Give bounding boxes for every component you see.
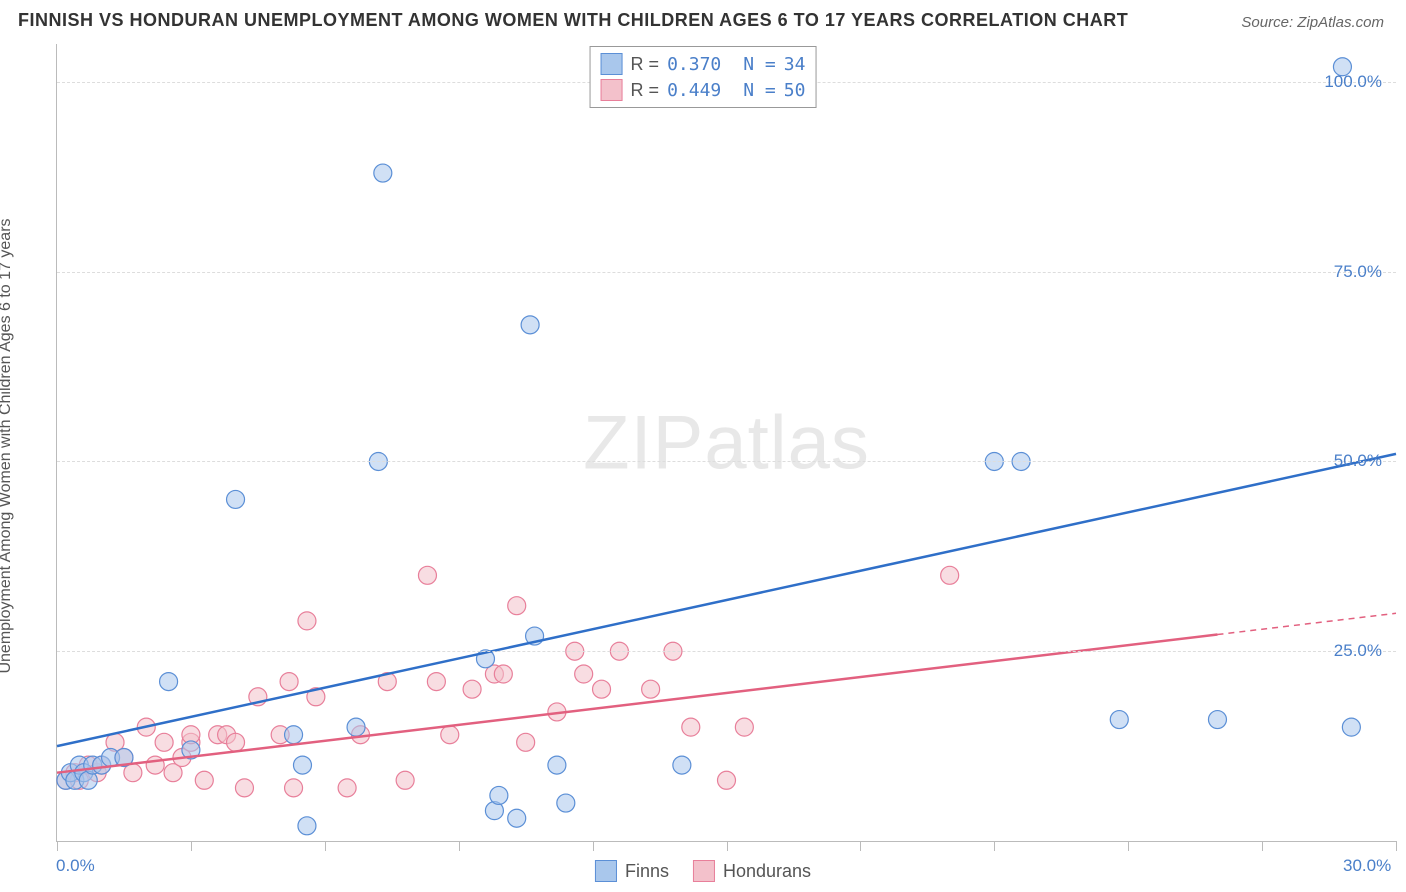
data-point [593,680,611,698]
gridline [57,461,1396,462]
ytick-label: 50.0% [1334,451,1382,471]
n-label: N = [743,80,776,101]
legend-stats-row-finns: R = 0.370 N = 34 [601,51,806,77]
plot-area: ZIPatlas 25.0%50.0%75.0%100.0% [56,44,1396,842]
data-point [427,673,445,691]
ytick-label: 75.0% [1334,262,1382,282]
data-point [195,771,213,789]
r-value-finns: 0.370 [667,54,721,75]
swatch-hondurans-bottom [693,860,715,882]
legend-label-hondurans: Hondurans [723,861,811,882]
data-point [463,680,481,698]
data-point [1208,711,1226,729]
legend-series: Finns Hondurans [595,860,811,882]
data-point [418,566,436,584]
data-point [155,733,173,751]
xtick [459,841,460,851]
swatch-hondurans [601,79,623,101]
trend-line [57,454,1396,746]
chart-svg [57,44,1396,841]
r-value-hondurans: 0.449 [667,80,721,101]
source-label: Source: ZipAtlas.com [1241,14,1384,31]
gridline [57,651,1396,652]
ytick-label: 100.0% [1324,72,1382,92]
data-point [508,597,526,615]
data-point [1110,711,1128,729]
data-point [298,612,316,630]
data-point [490,786,508,804]
legend-label-finns: Finns [625,861,669,882]
data-point [735,718,753,736]
chart-title: FINNISH VS HONDURAN UNEMPLOYMENT AMONG W… [18,10,1128,31]
xlabel-min: 0.0% [56,856,95,876]
xtick [860,841,861,851]
n-value-hondurans: 50 [784,80,806,101]
data-point [227,490,245,508]
data-point [146,756,164,774]
data-point [673,756,691,774]
legend-stats: R = 0.370 N = 34 R = 0.449 N = 50 [590,46,817,108]
data-point [235,779,253,797]
data-point [521,316,539,334]
legend-stats-row-hondurans: R = 0.449 N = 50 [601,77,806,103]
gridline [57,272,1396,273]
xtick [325,841,326,851]
xtick [727,841,728,851]
data-point [227,733,245,751]
data-point [718,771,736,789]
data-point [494,665,512,683]
legend-item-hondurans: Hondurans [693,860,811,882]
trend-line [57,635,1217,773]
data-point [338,779,356,797]
n-label: N = [743,54,776,75]
data-point [285,726,303,744]
r-label: R = [631,54,660,75]
xtick [1262,841,1263,851]
data-point [682,718,700,736]
xtick [191,841,192,851]
data-point [517,733,535,751]
swatch-finns-bottom [595,860,617,882]
data-point [1342,718,1360,736]
data-point [374,164,392,182]
xtick [994,841,995,851]
data-point [548,756,566,774]
n-value-finns: 34 [784,54,806,75]
data-point [285,779,303,797]
xtick [1128,841,1129,851]
data-point [441,726,459,744]
xlabel-max: 30.0% [1343,856,1391,876]
legend-item-finns: Finns [595,860,669,882]
data-point [280,673,298,691]
ytick-label: 25.0% [1334,641,1382,661]
data-point [941,566,959,584]
xtick [57,841,58,851]
r-label: R = [631,80,660,101]
data-point [298,817,316,835]
trend-line-extrapolated [1217,613,1396,634]
data-point [508,809,526,827]
xtick [593,841,594,851]
xtick [1396,841,1397,851]
source-name: ZipAtlas.com [1297,14,1384,31]
data-point [642,680,660,698]
data-point [347,718,365,736]
data-point [160,673,178,691]
source-prefix: Source: [1241,14,1297,31]
data-point [557,794,575,812]
swatch-finns [601,53,623,75]
data-point [396,771,414,789]
data-point [293,756,311,774]
data-point [575,665,593,683]
